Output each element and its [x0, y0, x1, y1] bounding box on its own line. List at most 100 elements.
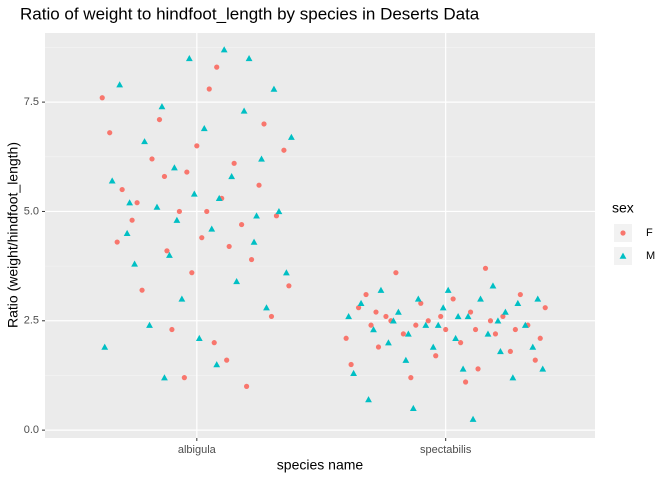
legend-title: sex: [612, 200, 634, 216]
legend-label: M: [646, 250, 655, 262]
chart-title: Ratio of weight to hindfoot_length by sp…: [20, 4, 480, 23]
point: [195, 334, 203, 342]
point: [542, 305, 548, 311]
point: [475, 366, 481, 372]
point: [385, 339, 392, 346]
point: [414, 295, 422, 302]
point: [208, 225, 216, 232]
point: [108, 177, 116, 184]
point: [502, 308, 509, 315]
point: [534, 295, 542, 302]
point: [394, 308, 402, 315]
point: [343, 335, 349, 341]
point: [350, 369, 357, 376]
point: [286, 283, 292, 289]
point: [228, 173, 236, 180]
point: [171, 164, 178, 171]
point: [539, 365, 547, 372]
point: [215, 194, 223, 202]
point: [273, 213, 280, 219]
y-tick-label: 0.0: [24, 424, 39, 436]
point: [345, 313, 353, 320]
point: [462, 379, 469, 385]
point: [408, 375, 414, 381]
point: [129, 217, 135, 223]
point: [173, 216, 181, 223]
point: [450, 296, 456, 302]
point: [99, 95, 105, 101]
y-tick-label: 7.5: [24, 96, 39, 108]
legend-marker: [620, 230, 626, 236]
y-tick-label: 2.5: [24, 315, 39, 327]
point: [377, 286, 385, 293]
point: [185, 54, 193, 62]
point: [166, 251, 173, 258]
point: [497, 348, 504, 355]
point: [107, 130, 113, 136]
point: [509, 374, 517, 381]
point: [189, 270, 195, 276]
point: [224, 357, 230, 363]
point: [363, 291, 369, 298]
point: [348, 361, 354, 368]
point: [281, 147, 287, 153]
point: [190, 190, 198, 197]
point: [169, 326, 175, 333]
point: [220, 46, 228, 53]
point: [158, 103, 166, 110]
point: [126, 199, 134, 206]
point: [164, 248, 170, 254]
point: [199, 235, 205, 241]
point: [268, 313, 275, 320]
point: [233, 278, 241, 285]
legend-marker: [619, 252, 627, 259]
point: [240, 107, 248, 114]
point: [156, 116, 163, 123]
point: [492, 331, 499, 337]
point: [231, 160, 237, 166]
point: [263, 304, 270, 311]
point: [484, 330, 492, 337]
y-axis-label: Ratio (weight/hindfoot_length): [5, 142, 21, 328]
point: [200, 124, 208, 132]
point: [469, 415, 477, 422]
point: [206, 86, 212, 92]
point: [204, 208, 210, 215]
point: [178, 295, 186, 302]
point: [383, 313, 389, 320]
point: [512, 326, 518, 333]
point: [153, 203, 161, 210]
point: [239, 221, 245, 228]
point: [375, 344, 382, 350]
point: [253, 212, 260, 219]
point: [444, 286, 452, 293]
point: [521, 321, 529, 328]
point: [482, 265, 489, 271]
point: [184, 169, 190, 175]
point: [194, 143, 200, 149]
point: [532, 357, 538, 363]
point: [433, 353, 439, 359]
point: [434, 321, 442, 328]
point: [101, 343, 109, 350]
point: [458, 340, 464, 346]
point: [256, 182, 262, 188]
point: [116, 81, 124, 88]
x-axis-label: species name: [277, 457, 364, 473]
point: [226, 243, 232, 250]
point: [439, 304, 447, 311]
point: [176, 208, 182, 215]
point: [114, 239, 120, 245]
point: [243, 383, 250, 389]
point: [500, 313, 506, 320]
point: [146, 321, 153, 328]
point: [517, 291, 523, 298]
point: [529, 343, 537, 350]
point: [287, 133, 295, 140]
point: [283, 269, 290, 276]
point: [161, 374, 168, 381]
point: [250, 238, 258, 245]
point: [373, 309, 379, 315]
point: [161, 173, 168, 180]
